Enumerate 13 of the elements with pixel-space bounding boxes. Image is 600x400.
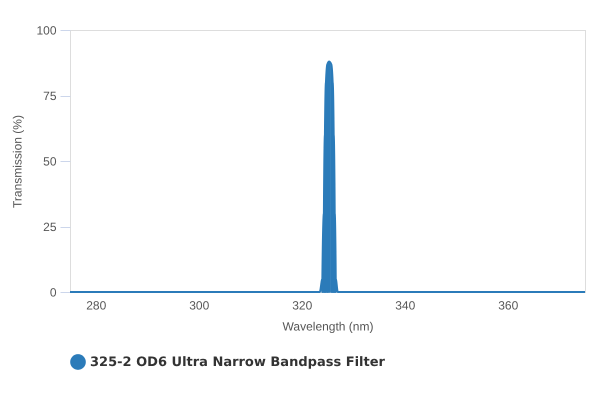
- x-tick-label: 320: [292, 298, 313, 312]
- x-tick-label: 340: [395, 298, 416, 312]
- x-tick-label: 360: [498, 298, 519, 312]
- y-tick-label: 75: [43, 89, 57, 103]
- legend-label: 325-2 OD6 Ultra Narrow Bandpass Filter: [90, 355, 386, 370]
- y-tick-label: 0: [50, 286, 57, 300]
- x-tick-label: 280: [86, 298, 107, 312]
- y-tick-label: 50: [43, 154, 57, 168]
- y-tick-label: 25: [43, 220, 57, 234]
- y-axis-title: Transmission (%): [10, 115, 24, 208]
- y-tick-label: 100: [36, 24, 57, 38]
- x-tick-label: 300: [189, 298, 210, 312]
- x-axis-title: Wavelength (nm): [282, 320, 374, 334]
